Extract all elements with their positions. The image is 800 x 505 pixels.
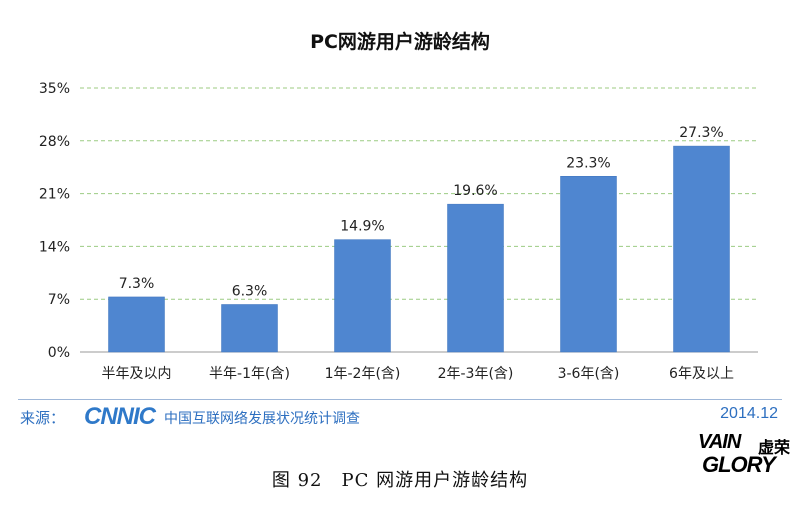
bar — [108, 296, 165, 353]
vainglory-logo: VAIN 虚荣 GLORY — [698, 431, 798, 481]
bar — [673, 145, 730, 353]
y-tick-label: 14% — [39, 239, 70, 255]
footer-divider — [18, 399, 782, 400]
chart-panel: PC网游用户游龄结构 0% 7% 14% 21% 28% 35% 7.3% 6.3% 14.9… — [18, 30, 782, 430]
y-axis: 0% 7% 14% 21% 28% 35% — [39, 81, 758, 361]
source-organization: 中国互联网络发展状况统计调查 — [164, 411, 360, 427]
chart-title: PC网游用户游龄结构 — [310, 30, 490, 53]
bars — [108, 145, 730, 353]
y-tick-label: 7% — [48, 292, 70, 308]
data-label: 7.3% — [119, 276, 155, 292]
y-tick-label: 0% — [48, 345, 70, 361]
data-label: 6.3% — [232, 283, 268, 299]
data-label: 27.3% — [679, 125, 723, 141]
category-label: 1年-2年(含) — [325, 366, 401, 382]
y-tick-label: 21% — [39, 187, 70, 203]
data-labels: 7.3% 6.3% 14.9% 19.6% 23.3% 27.3% — [119, 125, 724, 299]
data-label: 19.6% — [453, 183, 497, 199]
x-axis: 半年及以内 半年-1年(含) 1年-2年(含) 2年-3年(含) 3-6年(含) 6年及以… — [102, 366, 734, 382]
bar-chart: PC网游用户游龄结构 0% 7% 14% 21% 28% 35% 7.3% 6.3% 14.9… — [39, 30, 758, 382]
y-tick-label: 35% — [39, 81, 70, 97]
data-label: 23.3% — [566, 155, 610, 171]
bar — [221, 304, 278, 353]
report-date: 2014.12 — [720, 405, 778, 422]
brand-logo-line1: VAIN — [698, 431, 741, 453]
category-label: 6年及以上 — [669, 366, 734, 382]
y-tick-label: 28% — [39, 134, 70, 150]
category-label: 2年-3年(含) — [438, 366, 514, 382]
bar — [447, 203, 504, 353]
category-label: 半年及以内 — [102, 366, 172, 382]
category-label: 3-6年(含) — [558, 366, 620, 382]
source-label: 来源： — [20, 409, 66, 427]
data-label: 14.9% — [340, 219, 384, 235]
brand-logo-line2: GLORY — [702, 452, 776, 477]
figure-caption: 图 92 PC 网游用户游龄结构 — [271, 470, 529, 491]
category-label: 半年-1年(含) — [209, 366, 290, 382]
gridlines — [80, 87, 758, 300]
cnnic-logo: CNNIC — [84, 403, 156, 430]
bar — [560, 176, 617, 353]
bar — [334, 239, 391, 353]
brand-logo-chinese: 虚荣 — [758, 438, 791, 457]
